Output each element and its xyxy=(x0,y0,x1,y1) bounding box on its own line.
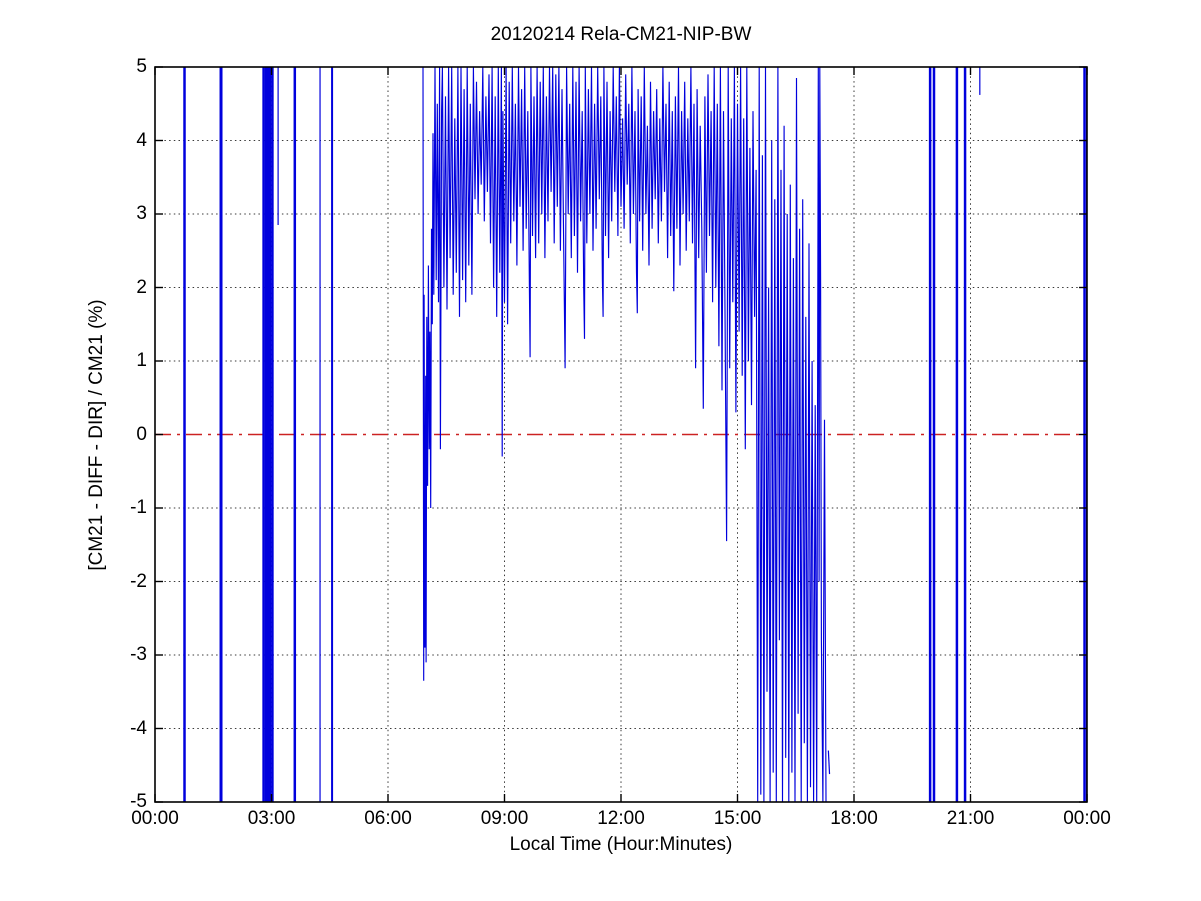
data-segment-isolated xyxy=(827,750,831,775)
y-tick-label: 2 xyxy=(136,276,147,298)
y-tick-label: -1 xyxy=(130,497,147,518)
x-tick-label: 06:00 xyxy=(364,808,412,829)
x-axis-label: Local Time (Hour:Minutes) xyxy=(509,834,733,855)
x-tick-label: 00:00 xyxy=(1063,808,1111,829)
chart-title: 20120214 Rela-CM21-NIP-BW xyxy=(490,24,752,45)
x-tick-label: 03:00 xyxy=(247,808,296,829)
y-tick-label: 1 xyxy=(136,350,147,371)
y-tick-label: 3 xyxy=(136,203,147,224)
data-series-day xyxy=(422,67,827,802)
y-tick-label: 5 xyxy=(136,56,147,77)
x-tick-label: 00:00 xyxy=(131,808,179,829)
y-tick-label: -5 xyxy=(130,791,147,812)
y-tick-label: 0 xyxy=(136,423,147,445)
x-tick-label: 12:00 xyxy=(597,808,645,829)
x-tick-label: 09:00 xyxy=(480,808,529,829)
x-tick-label: 21:00 xyxy=(946,808,995,829)
y-tick-label: -3 xyxy=(130,644,147,665)
x-tick-label: 15:00 xyxy=(713,808,762,829)
y-tick-label: 4 xyxy=(136,129,147,151)
x-tick-label: 18:00 xyxy=(830,808,878,829)
y-tick-label: -4 xyxy=(130,717,147,739)
y-tick-label: -2 xyxy=(130,570,147,592)
